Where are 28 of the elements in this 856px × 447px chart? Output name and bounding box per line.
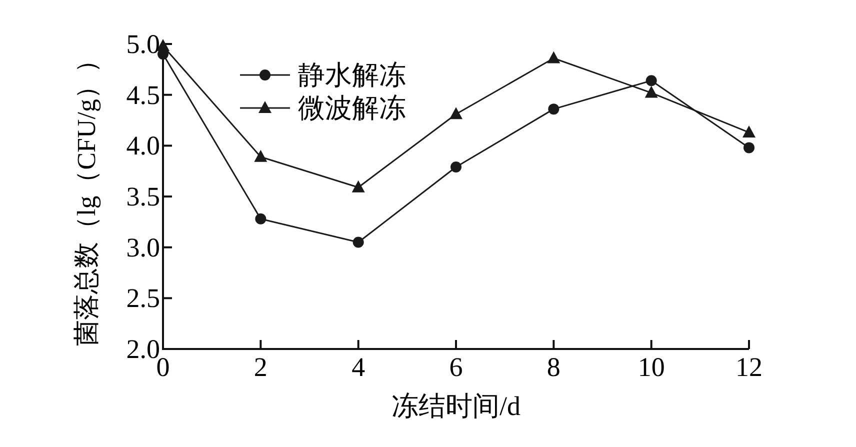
y-axis-title: 菌落总数（lg（CFU/g）） bbox=[72, 46, 101, 346]
point bbox=[644, 86, 658, 98]
y-tick-label: 3.0 bbox=[126, 232, 160, 262]
point bbox=[352, 180, 365, 192]
point bbox=[744, 142, 754, 154]
point bbox=[547, 51, 560, 64]
point bbox=[742, 125, 756, 138]
x-tick-label: 12 bbox=[736, 352, 762, 382]
y-tick-label: 2.5 bbox=[126, 283, 160, 314]
y-tick-label: 4.0 bbox=[126, 130, 160, 161]
y-tick-label: 3.5 bbox=[126, 182, 160, 212]
point bbox=[352, 236, 364, 248]
point bbox=[646, 75, 657, 86]
y-tick-label: 4.5 bbox=[126, 80, 160, 110]
x-axis-title: 冻结时间/d bbox=[391, 391, 521, 421]
x-tick-label: 4 bbox=[352, 352, 366, 382]
y-tick-label: 5.0 bbox=[126, 29, 160, 59]
point bbox=[450, 107, 462, 120]
legend-label: 微波解冻 bbox=[298, 93, 406, 123]
point bbox=[548, 104, 560, 115]
point bbox=[255, 213, 266, 224]
x-tick-label: 10 bbox=[638, 352, 665, 382]
legend-label: 静水解冻 bbox=[298, 60, 406, 90]
point bbox=[254, 150, 268, 162]
x-tick-label: 2 bbox=[254, 352, 268, 382]
x-tick-label: 8 bbox=[546, 352, 560, 382]
x-tick-label: 6 bbox=[449, 352, 463, 382]
point bbox=[450, 162, 462, 173]
